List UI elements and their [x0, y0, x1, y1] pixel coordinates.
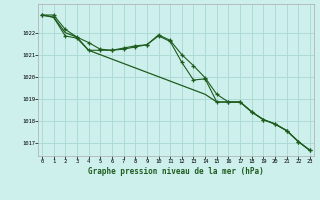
X-axis label: Graphe pression niveau de la mer (hPa): Graphe pression niveau de la mer (hPa): [88, 167, 264, 176]
